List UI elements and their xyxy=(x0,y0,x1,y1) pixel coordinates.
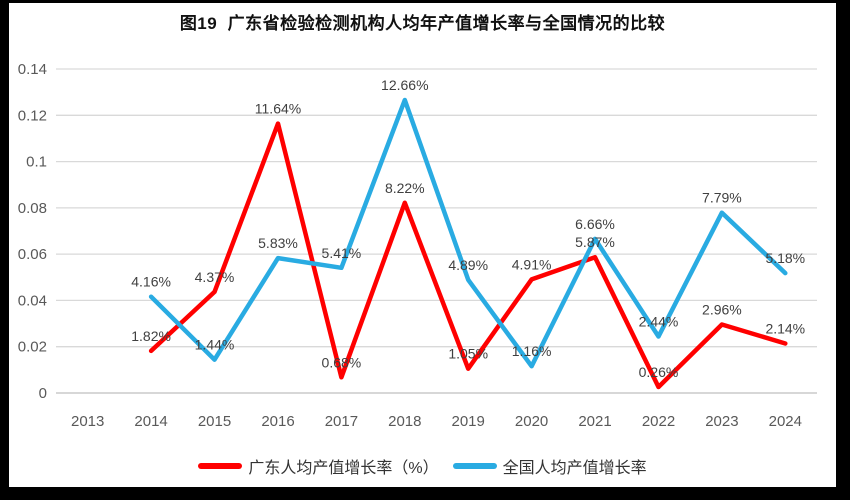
legend-label-national: 全国人均产值增长率 xyxy=(502,460,647,477)
guangdong-data-label: 1.05% xyxy=(448,346,488,362)
x-tick-label: 2013 xyxy=(71,413,104,430)
y-tick-label: 0.02 xyxy=(18,339,47,356)
x-tick-label: 2014 xyxy=(134,413,167,430)
y-tick-label: 0.1 xyxy=(26,154,47,171)
y-tick-label: 0.04 xyxy=(18,292,47,309)
x-tick-label: 2015 xyxy=(198,413,231,430)
x-tick-label: 2019 xyxy=(452,413,485,430)
y-tick-label: 0 xyxy=(39,385,47,402)
x-tick-label: 2024 xyxy=(769,413,802,430)
guangdong-data-label: 2.14% xyxy=(765,321,805,337)
guangdong-line xyxy=(148,121,788,390)
line-chart: 0 0.02 0.04 0.06 0.08 0.1 0.12 0.14 2013 2014 2015… xyxy=(18,61,817,430)
guangdong-data-label: 0.68% xyxy=(322,354,362,370)
national-data-label: 2.44% xyxy=(639,314,679,330)
national-line-swatch xyxy=(452,463,497,469)
y-tick-label: 0.14 xyxy=(18,61,47,78)
guangdong-data-label: 11.64% xyxy=(255,101,301,117)
chart-title: 图19 广东省检验检测机构人均年产值增长率与全国情况的比较 xyxy=(179,14,666,33)
guangdong-data-label: 4.91% xyxy=(512,256,552,272)
national-line xyxy=(148,97,788,369)
x-tick-label: 2018 xyxy=(388,413,421,430)
guangdong-line-swatch xyxy=(198,463,243,469)
x-tick-label: 2016 xyxy=(261,413,294,430)
national-data-label: 1.44% xyxy=(195,337,235,353)
national-data-label: 1.16% xyxy=(512,343,552,359)
guangdong-data-label: 1.82% xyxy=(131,328,171,344)
x-tick-label: 2017 xyxy=(325,413,358,430)
guangdong-data-label: 0.26% xyxy=(639,364,679,380)
guangdong-data-label: 8.22% xyxy=(385,180,425,196)
y-tick-label: 0.12 xyxy=(18,107,47,124)
legend-label-guangdong: 广东人均产值增长率（%） xyxy=(248,460,439,477)
legend-item-national: 全国人均产值增长率 xyxy=(452,454,647,478)
legend-item-guangdong: 广东人均产值增长率（%） xyxy=(198,454,439,478)
national-data-label: 6.66% xyxy=(575,216,615,232)
y-tick-label: 0.06 xyxy=(18,246,47,263)
national-data-label: 12.66% xyxy=(381,77,428,93)
national-data-label: 5.18% xyxy=(765,250,805,266)
national-data-label: 5.41% xyxy=(322,245,362,261)
national-data-label: 4.16% xyxy=(131,274,171,290)
guangdong-data-label: 2.96% xyxy=(702,302,742,318)
x-tick-label: 2023 xyxy=(705,413,738,430)
x-tick-label: 2021 xyxy=(578,413,611,430)
national-data-label: 7.79% xyxy=(702,190,742,206)
guangdong-data-label: 5.87% xyxy=(575,234,615,250)
x-tick-label: 2022 xyxy=(642,413,675,430)
y-tick-label: 0.08 xyxy=(18,200,47,217)
national-data-label: 4.89% xyxy=(448,257,488,273)
national-data-label: 5.83% xyxy=(258,235,298,251)
legend: 广东人均产值增长率（%） 全国人均产值增长率 xyxy=(9,454,836,478)
x-tick-label: 2020 xyxy=(515,413,548,430)
guangdong-data-label: 4.37% xyxy=(195,269,235,285)
